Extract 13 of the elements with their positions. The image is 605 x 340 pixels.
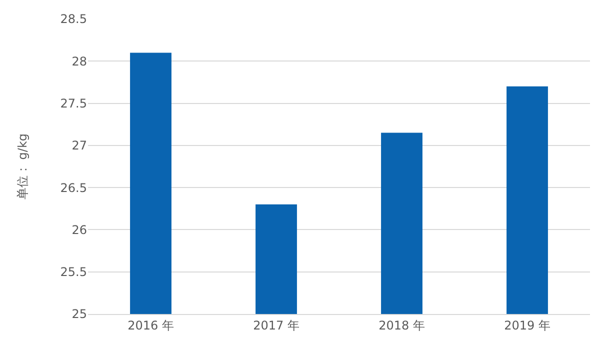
x-tick-label: 2018 年 xyxy=(378,318,425,332)
y-tick-label: 27 xyxy=(72,138,87,153)
x-tick-label: 2019 年 xyxy=(504,318,550,332)
y-tick-label: 28 xyxy=(72,54,87,68)
y-tick-label: 25.5 xyxy=(60,265,87,280)
y-tick-label: 25 xyxy=(72,307,87,322)
y-tick-label: 26.5 xyxy=(60,180,87,195)
x-tick-label: 2017 年 xyxy=(253,318,300,332)
y-tick-label: 26 xyxy=(72,222,87,237)
x-tick-label: 2016 年 xyxy=(128,318,174,332)
y-tick-label: 27.5 xyxy=(60,96,87,110)
y-axis-title: 单位： g/kg xyxy=(16,133,30,200)
y-tick-label: 28.5 xyxy=(60,12,87,26)
